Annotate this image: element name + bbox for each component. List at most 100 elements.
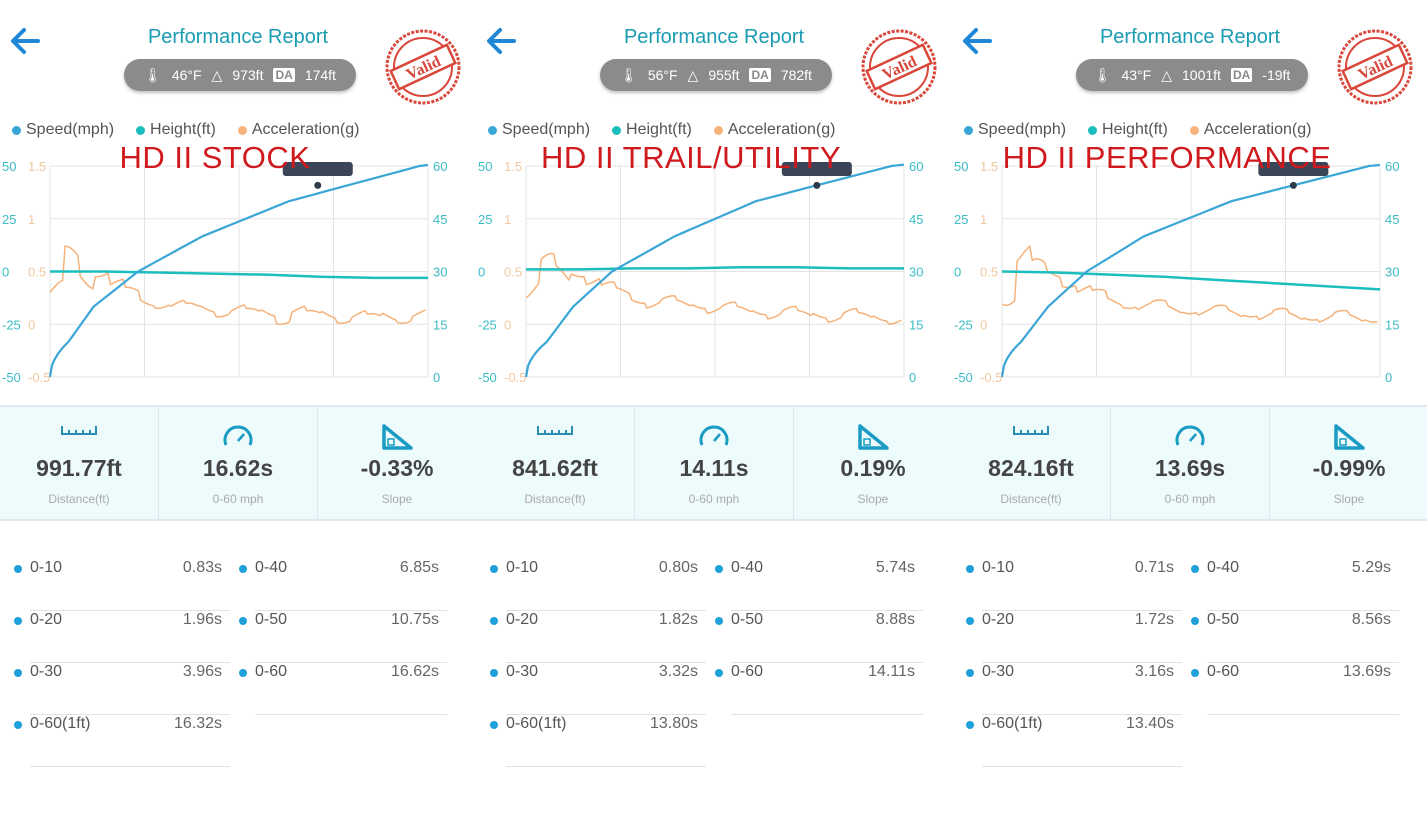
legend-acceleration[interactable]: Acceleration(g) — [713, 121, 835, 139]
slope-value: -0.33% — [360, 455, 434, 481]
split-value: 0.83s — [182, 559, 222, 576]
acceleration-line — [1001, 244, 1378, 323]
elevation: 955ft — [708, 67, 740, 83]
split-value: 3.32s — [658, 663, 698, 680]
valid-stamp-icon: Valid — [861, 29, 937, 105]
split-time-row: 0-60 14.11s — [715, 663, 923, 715]
stat-distance: 841.62ft Distance(ft) — [476, 407, 635, 519]
performance-report-panel: Performance Report 🌡︎ 43°F △ 1001ft DA -19f… — [952, 0, 1427, 826]
temperature: 43°F — [1121, 67, 1152, 83]
bullet-icon — [14, 565, 22, 573]
split-label: 0-30 — [30, 663, 63, 680]
split-time-row: 0-20 1.72s — [966, 611, 1182, 663]
bullet-icon — [715, 617, 723, 625]
speed-axis-tick: 45 — [909, 212, 923, 227]
split-label: 0-20 — [30, 611, 63, 628]
speedometer-icon — [699, 425, 729, 446]
split-label: 0-40 — [255, 559, 288, 576]
bullet-icon — [239, 565, 247, 573]
speed-axis-tick: 30 — [909, 265, 923, 280]
zero-sixty-label: 0-60 mph — [1164, 492, 1216, 506]
zero-sixty-value: 16.62s — [202, 455, 274, 481]
chart-legend: Speed(mph) Height(ft) Acceleration(g) — [12, 121, 381, 139]
accel-axis-tick: 0 — [504, 317, 511, 332]
accel-axis-tick: 0.5 — [980, 265, 998, 280]
split-label: 0-10 — [982, 559, 1015, 576]
zero-sixty-label: 0-60 mph — [212, 492, 264, 506]
distance-label: Distance(ft) — [1000, 492, 1062, 506]
split-label: 0-30 — [506, 663, 539, 680]
split-label: 0-50 — [255, 611, 288, 628]
speed-axis-tick: 0 — [433, 370, 440, 385]
accel-axis-tick: 1.5 — [980, 159, 998, 174]
legend-acceleration[interactable]: Acceleration(g) — [237, 121, 359, 139]
performance-chart[interactable]: 50 1.5 60 25 1 45 0 0.5 30 -25 0 15 -50 -0.5 0 — [952, 150, 1427, 390]
speed-axis-tick: 45 — [433, 212, 447, 227]
conditions-chip: 🌡︎ 46°F △ 973ft DA 174ft — [124, 59, 356, 91]
split-value: 13.80s — [649, 715, 698, 732]
conditions-chip: 🌡︎ 43°F △ 1001ft DA -19ft — [1076, 59, 1308, 91]
stat-zero-sixty: 16.62s 0-60 mph — [159, 407, 318, 519]
ruler-icon — [537, 426, 573, 435]
accel-axis-tick: -0.5 — [504, 370, 526, 385]
split-label: 0-40 — [731, 559, 764, 576]
legend-speed[interactable]: Speed(mph) — [964, 121, 1066, 139]
speed-axis-tick: 15 — [909, 317, 923, 332]
height-axis-tick: -25 — [954, 317, 973, 332]
thermometer-icon: 🌡︎ — [144, 66, 162, 83]
performance-report-panel: Performance Report 🌡︎ 46°F △ 973ft DA 174ft… — [0, 0, 476, 826]
split-value: 1.96s — [182, 611, 222, 628]
split-time-row: 0-60(1ft) 16.32s — [14, 715, 230, 767]
slope-label: Slope — [857, 492, 889, 506]
bullet-icon — [14, 617, 22, 625]
accel-axis-tick: 1 — [980, 212, 987, 227]
split-value: 1.72s — [1134, 611, 1174, 628]
split-time-row: 0-10 0.83s — [14, 559, 230, 611]
split-label: 0-60(1ft) — [982, 715, 1043, 732]
split-value: 3.16s — [1134, 663, 1174, 680]
legend-speed[interactable]: Speed(mph) — [488, 121, 590, 139]
selected-point-marker — [813, 181, 821, 189]
height-axis-tick: 25 — [478, 212, 492, 227]
legend-height[interactable]: Height(ft) — [136, 121, 216, 139]
legend-height[interactable]: Height(ft) — [612, 121, 692, 139]
temperature: 56°F — [647, 67, 678, 83]
ruler-icon — [61, 426, 97, 435]
split-value: 13.40s — [1125, 715, 1174, 732]
speed-axis-tick: 15 — [433, 317, 447, 332]
split-label: 0-40 — [1207, 559, 1240, 576]
thermometer-icon: 🌡︎ — [620, 66, 638, 83]
split-time-row: 0-60 13.69s — [1191, 663, 1399, 715]
split-value: 0.71s — [1134, 559, 1174, 576]
speed-axis-tick: 30 — [1385, 265, 1399, 280]
split-label: 0-30 — [982, 663, 1015, 680]
split-time-row: 0-50 10.75s — [239, 611, 447, 663]
legend-height[interactable]: Height(ft) — [1088, 121, 1168, 139]
ruler-icon — [1013, 426, 1049, 435]
bullet-icon — [966, 565, 974, 573]
bullet-icon — [715, 565, 723, 573]
height-line — [50, 270, 428, 280]
split-time-row: 0-30 3.16s — [966, 663, 1182, 715]
height-axis-tick: -25 — [2, 317, 21, 332]
bullet-icon — [1191, 565, 1199, 573]
legend-speed[interactable]: Speed(mph) — [12, 121, 114, 139]
back-arrow-icon[interactable] — [8, 26, 42, 56]
height-line — [526, 266, 904, 271]
distance-label: Distance(ft) — [524, 492, 586, 506]
overlay-caption: HD II TRAIL/UTILITY — [540, 140, 842, 175]
accel-axis-tick: 1 — [28, 212, 35, 227]
back-arrow-icon[interactable] — [960, 26, 994, 56]
performance-chart[interactable]: 50 1.5 60 25 1 45 0 0.5 30 -25 0 15 -50 -0.5 0 — [476, 150, 952, 390]
split-time-row: 0-10 0.80s — [490, 559, 706, 611]
back-arrow-icon[interactable] — [484, 26, 518, 56]
speed-line — [524, 163, 905, 378]
distance-value: 824.16ft — [988, 455, 1074, 481]
legend-acceleration[interactable]: Acceleration(g) — [1189, 121, 1311, 139]
bullet-icon — [966, 721, 974, 729]
performance-chart[interactable]: 50 1.5 60 25 1 45 0 0.5 30 -25 0 15 -50 -0.5 0 — [0, 150, 476, 390]
split-time-row: 0-50 8.88s — [715, 611, 923, 663]
split-label: 0-10 — [30, 559, 63, 576]
zero-sixty-value: 13.69s — [1154, 455, 1226, 481]
density-altitude: 782ft — [780, 67, 812, 83]
